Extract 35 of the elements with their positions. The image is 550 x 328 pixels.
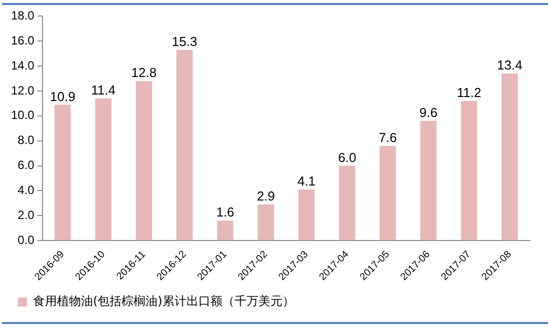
legend-label: 食用植物油(包括棕榈油)累计出口额（千万美元） <box>33 294 294 308</box>
data-label: 13.4 <box>497 58 522 73</box>
bar <box>380 146 396 240</box>
bar <box>460 100 478 240</box>
bar <box>420 120 437 240</box>
data-label: 7.6 <box>378 130 397 145</box>
data-label: 10.9 <box>50 88 76 104</box>
bar <box>176 50 193 240</box>
data-label: 15.3 <box>172 34 198 49</box>
y-tick-label: 12.0 <box>10 83 35 98</box>
y-tick-label: 14.0 <box>10 58 35 72</box>
data-label: 1.6 <box>216 204 234 220</box>
y-tick-label: 6.0 <box>18 158 35 172</box>
data-label: 9.6 <box>419 104 438 120</box>
y-tick-label: 10.0 <box>10 108 35 122</box>
data-label: 4.1 <box>297 174 316 189</box>
y-tick-label: 8.0 <box>18 133 35 148</box>
bar <box>54 104 71 240</box>
data-label: 11.2 <box>456 85 482 100</box>
y-tick-label: 16.0 <box>10 33 35 48</box>
bar <box>258 204 274 240</box>
bar <box>217 220 234 240</box>
data-label: 12.8 <box>131 65 157 80</box>
y-tick-label: 0.0 <box>18 232 35 247</box>
y-tick-label: 4.0 <box>18 183 35 198</box>
data-label: 6.0 <box>338 150 356 165</box>
y-tick-label: 2.0 <box>18 208 35 222</box>
y-tick-label: 18.0 <box>10 8 35 23</box>
bar <box>298 189 315 240</box>
data-label: 2.9 <box>256 188 275 204</box>
bar <box>502 74 518 240</box>
bar <box>339 166 356 240</box>
data-label: 11.4 <box>91 82 116 98</box>
bar <box>95 98 112 240</box>
bar <box>136 81 152 240</box>
